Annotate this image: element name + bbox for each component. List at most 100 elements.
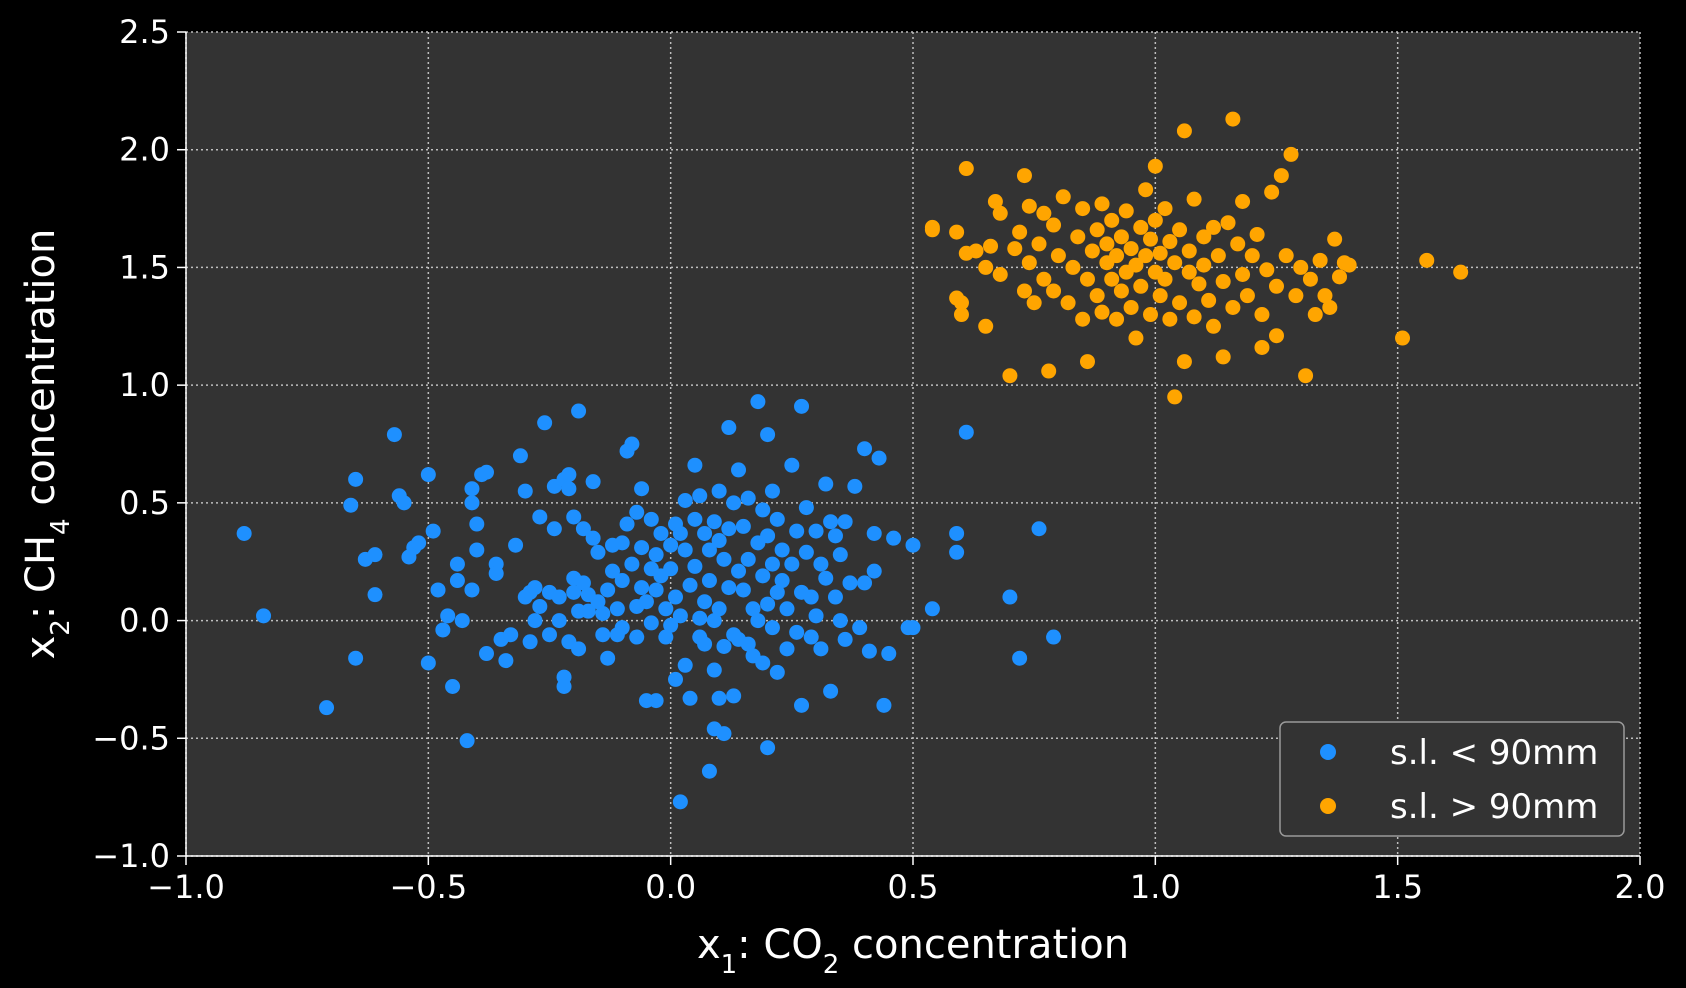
point-series-0-168 xyxy=(760,427,776,443)
point-series-1-62 xyxy=(1142,231,1158,247)
point-series-1-82 xyxy=(1191,276,1207,292)
point-series-0-214 xyxy=(866,563,882,579)
x-axis-label: x1: CO2 concentration xyxy=(697,922,1129,980)
point-series-0-33 xyxy=(478,646,494,662)
point-series-1-9 xyxy=(978,318,994,334)
point-series-1-32 xyxy=(1065,259,1081,275)
point-series-1-69 xyxy=(1157,271,1173,287)
point-series-0-90 xyxy=(624,556,640,572)
point-series-0-146 xyxy=(721,420,737,436)
point-series-1-79 xyxy=(1181,243,1197,259)
point-series-0-19 xyxy=(435,622,451,638)
point-series-0-176 xyxy=(769,584,785,600)
point-series-0-182 xyxy=(784,457,800,473)
point-series-0-60 xyxy=(561,481,577,497)
point-series-0-229 xyxy=(1046,629,1062,645)
point-series-0-125 xyxy=(687,558,703,574)
point-series-0-76 xyxy=(595,606,611,622)
point-series-0-15 xyxy=(420,467,436,483)
point-series-1-117 xyxy=(1327,231,1343,247)
point-series-0-66 xyxy=(571,641,587,657)
point-series-1-22 xyxy=(1026,295,1042,311)
point-series-0-26 xyxy=(464,495,480,511)
point-series-0-144 xyxy=(716,551,732,567)
point-series-0-51 xyxy=(542,627,557,643)
legend-marker-large xyxy=(1320,798,1336,814)
point-series-1-72 xyxy=(1167,389,1183,405)
point-series-0-28 xyxy=(464,582,480,598)
point-series-1-36 xyxy=(1079,354,1095,370)
legend-label-small: s.l. < 90mm xyxy=(1390,733,1598,773)
point-series-0-113 xyxy=(668,671,684,687)
point-series-1-66 xyxy=(1152,288,1168,304)
point-series-0-131 xyxy=(697,636,713,652)
point-series-0-21 xyxy=(445,678,461,694)
point-series-1-100 xyxy=(1254,307,1270,323)
point-series-0-67 xyxy=(571,403,587,419)
point-series-1-2 xyxy=(949,224,965,240)
point-series-1-27 xyxy=(1046,217,1062,233)
point-series-0-160 xyxy=(745,601,761,617)
y-tick-label-5: 1.5 xyxy=(119,248,170,286)
point-series-0-156 xyxy=(735,582,751,598)
point-series-0-104 xyxy=(648,693,664,709)
point-series-0-164 xyxy=(750,613,766,629)
point-series-0-224 xyxy=(949,544,965,560)
point-series-0-203 xyxy=(832,547,848,563)
point-series-1-48 xyxy=(1109,248,1125,264)
point-series-1-19 xyxy=(1016,283,1032,299)
point-series-1-8 xyxy=(968,243,984,259)
point-series-1-93 xyxy=(1225,111,1241,127)
point-series-0-204 xyxy=(832,613,848,629)
point-series-0-181 xyxy=(779,641,795,657)
point-series-0-41 xyxy=(517,483,533,499)
point-series-1-13 xyxy=(992,205,1008,221)
legend-label-large: s.l. > 90mm xyxy=(1390,787,1598,827)
point-series-0-193 xyxy=(808,523,824,539)
point-series-1-73 xyxy=(1167,255,1183,271)
point-series-1-6 xyxy=(958,161,974,177)
point-series-0-145 xyxy=(716,638,732,654)
point-series-0-3 xyxy=(343,497,359,513)
point-series-1-53 xyxy=(1123,299,1139,315)
point-series-1-80 xyxy=(1186,309,1202,325)
point-series-1-70 xyxy=(1162,234,1178,250)
point-series-1-29 xyxy=(1050,248,1066,264)
point-series-0-117 xyxy=(672,794,688,810)
point-series-1-113 xyxy=(1307,307,1323,323)
point-series-0-115 xyxy=(672,525,688,541)
point-series-0-49 xyxy=(537,415,553,431)
point-series-0-216 xyxy=(876,697,892,713)
point-series-0-25 xyxy=(459,733,475,749)
point-series-0-22 xyxy=(449,556,465,572)
point-series-0-74 xyxy=(590,544,606,560)
point-series-0-135 xyxy=(706,514,722,530)
point-series-1-59 xyxy=(1138,182,1154,198)
point-series-1-34 xyxy=(1075,311,1091,327)
point-series-0-129 xyxy=(697,525,713,541)
point-series-0-18 xyxy=(430,582,446,598)
point-series-1-14 xyxy=(992,266,1008,282)
point-series-1-85 xyxy=(1201,292,1217,308)
legend: s.l. < 90mm s.l. > 90mm xyxy=(1279,721,1625,837)
point-series-1-92 xyxy=(1225,299,1241,315)
point-series-0-38 xyxy=(503,627,519,643)
y-tick-label-7: 2.5 xyxy=(119,13,170,51)
point-series-1-20 xyxy=(1021,198,1037,214)
point-series-0-93 xyxy=(629,629,645,645)
point-series-0-170 xyxy=(760,596,776,612)
point-series-0-175 xyxy=(769,511,785,527)
point-series-0-63 xyxy=(566,584,582,600)
point-series-0-184 xyxy=(789,523,805,539)
point-series-0-172 xyxy=(764,483,780,499)
point-series-0-209 xyxy=(852,620,868,636)
point-series-0-183 xyxy=(784,556,800,572)
point-series-1-84 xyxy=(1196,257,1212,273)
point-series-0-47 xyxy=(532,509,548,525)
point-series-0-120 xyxy=(677,657,693,673)
point-series-1-37 xyxy=(1079,271,1095,287)
point-series-1-122 xyxy=(1419,252,1435,268)
point-series-0-180 xyxy=(779,601,795,617)
y-tick-label-1: −0.5 xyxy=(92,719,170,757)
point-series-0-194 xyxy=(808,608,824,624)
